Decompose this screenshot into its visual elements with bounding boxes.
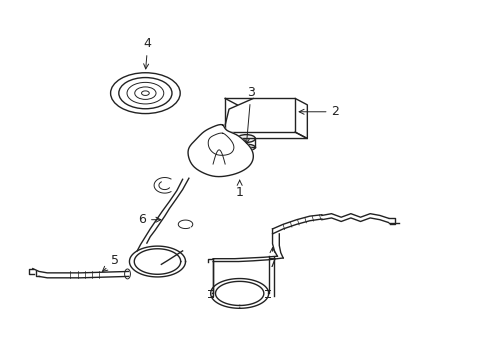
Polygon shape [188, 125, 253, 177]
Text: 7: 7 [268, 248, 276, 270]
Text: 1: 1 [235, 180, 243, 199]
Text: 5: 5 [102, 255, 119, 271]
Text: 4: 4 [143, 37, 151, 69]
Ellipse shape [237, 135, 255, 143]
Text: 2: 2 [299, 105, 339, 118]
Text: 6: 6 [138, 213, 161, 226]
Text: 3: 3 [244, 86, 254, 144]
Ellipse shape [237, 144, 255, 150]
